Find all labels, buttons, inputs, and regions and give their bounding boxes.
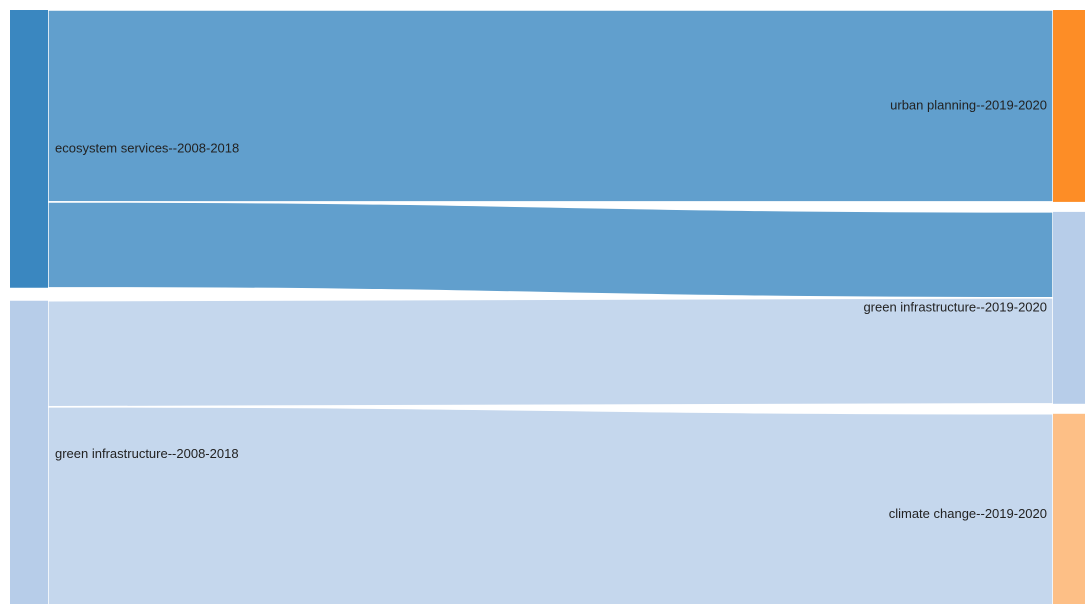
node-label: urban planning--2019-2020 (890, 97, 1047, 112)
sankey-node (10, 10, 48, 288)
links (47, 9, 1054, 604)
sankey-link (47, 406, 1054, 604)
node-label: green infrastructure--2019-2020 (863, 299, 1047, 314)
sankey-node (1053, 211, 1085, 404)
sankey-link (47, 201, 1054, 299)
node-label: climate change--2019-2020 (889, 506, 1047, 521)
sankey-node (1053, 10, 1085, 202)
sankey-node (10, 300, 48, 604)
node-label: green infrastructure--2008-2018 (55, 446, 239, 461)
sankey-node (1053, 413, 1085, 604)
node-label: ecosystem services--2008-2018 (55, 140, 239, 155)
